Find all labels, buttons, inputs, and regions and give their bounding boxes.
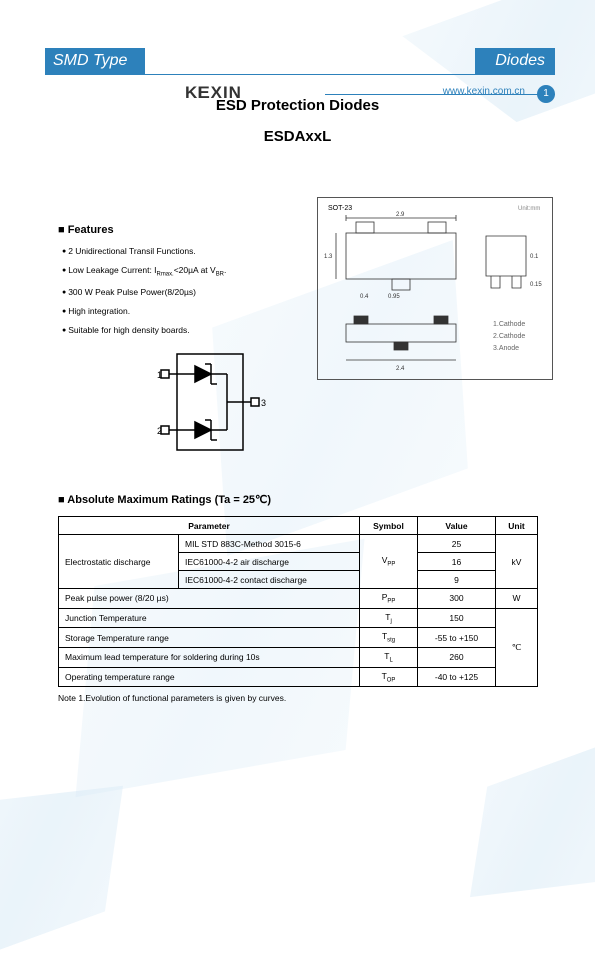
cell: ℃ xyxy=(496,608,538,687)
col-header: Symbol xyxy=(360,517,418,535)
header-left: SMD Type xyxy=(45,48,145,74)
feature-item: High integration. xyxy=(58,306,293,316)
ratings-note: Note 1.Evolution of functional parameter… xyxy=(58,693,538,703)
col-header: Value xyxy=(418,517,496,535)
cell: Peak pulse power (8/20 µs) xyxy=(59,589,360,609)
cell: VPP xyxy=(360,535,418,589)
cell: Tj xyxy=(360,608,418,628)
cell: TOP xyxy=(360,667,418,687)
cell: Tstg xyxy=(360,628,418,648)
cell: Storage Temperature range xyxy=(59,628,360,648)
ratings-section: Absolute Maximum Ratings (Ta = 25℃) Para… xyxy=(58,493,538,703)
cell: kV xyxy=(496,535,538,589)
svg-text:1.3: 1.3 xyxy=(324,254,333,260)
footer-url: www.kexin.com.cn xyxy=(443,86,525,97)
cell: MIL STD 883C-Method 3015-6 xyxy=(179,535,360,553)
cell: 260 xyxy=(418,648,496,668)
feature-item: Suitable for high density boards. xyxy=(58,325,293,335)
features-heading: Features xyxy=(58,224,293,236)
footer: KEXIN www.kexin.com.cn 1 xyxy=(45,83,555,107)
feature-item: 300 W Peak Pulse Power(8/20µs) xyxy=(58,287,293,297)
svg-text:1: 1 xyxy=(157,370,162,380)
cell: IEC61000-4-2 air discharge xyxy=(179,553,360,571)
package-drawing: SOT-23 Unit:mm 2.9 1.3 0.95 0.4 xyxy=(317,197,553,380)
cell: PPP xyxy=(360,589,418,609)
feature-item: Low Leakage Current: IRmax.<20µA at VBR. xyxy=(58,265,293,278)
package-label: SOT-23 xyxy=(328,205,352,212)
svg-text:2.4: 2.4 xyxy=(396,366,405,372)
svg-text:2: 2 xyxy=(157,426,162,436)
cell: -55 to +150 xyxy=(418,628,496,648)
page-number: 1 xyxy=(537,85,555,103)
svg-text:0.15: 0.15 xyxy=(530,282,542,288)
col-header: Unit xyxy=(496,517,538,535)
cell: 150 xyxy=(418,608,496,628)
cell: TL xyxy=(360,648,418,668)
pin-label: 3.Anode xyxy=(493,345,519,352)
svg-text:2.9: 2.9 xyxy=(396,212,405,218)
package-unit: Unit:mm xyxy=(518,206,540,212)
ratings-heading: Absolute Maximum Ratings (Ta = 25℃) xyxy=(58,493,538,506)
header-line xyxy=(45,74,555,75)
pin-label: 1.Cathode xyxy=(493,321,525,328)
cell: -40 to +125 xyxy=(418,667,496,687)
brand-logo: KEXIN xyxy=(185,83,242,103)
header-right: Diodes xyxy=(475,48,555,74)
header-bar: SMD Type Diodes xyxy=(45,48,555,74)
ratings-table: Parameter Symbol Value Unit Electrostati… xyxy=(58,516,538,687)
svg-text:0.1: 0.1 xyxy=(530,254,539,260)
cell: Junction Temperature xyxy=(59,608,360,628)
cell: W xyxy=(496,589,538,609)
svg-text:0.95: 0.95 xyxy=(388,294,400,300)
circuit-diagram: 1 2 3 xyxy=(155,350,280,455)
cell: 25 xyxy=(418,535,496,553)
cell: 9 xyxy=(418,571,496,589)
cell: 16 xyxy=(418,553,496,571)
svg-text:3: 3 xyxy=(261,398,266,408)
features-section: Features 2 Unidirectional Transil Functi… xyxy=(58,224,293,344)
cell: Electrostatic discharge xyxy=(59,535,179,589)
feature-item: 2 Unidirectional Transil Functions. xyxy=(58,246,293,256)
cell: IEC61000-4-2 contact discharge xyxy=(179,571,360,589)
svg-text:0.4: 0.4 xyxy=(360,294,369,300)
cell: 300 xyxy=(418,589,496,609)
col-header: Parameter xyxy=(59,517,360,535)
cell: Maximum lead temperature for soldering d… xyxy=(59,648,360,668)
title-line2: ESDAxxL xyxy=(0,128,595,145)
cell: Operating temperature range xyxy=(59,667,360,687)
pin-label: 2.Cathode xyxy=(493,333,525,340)
